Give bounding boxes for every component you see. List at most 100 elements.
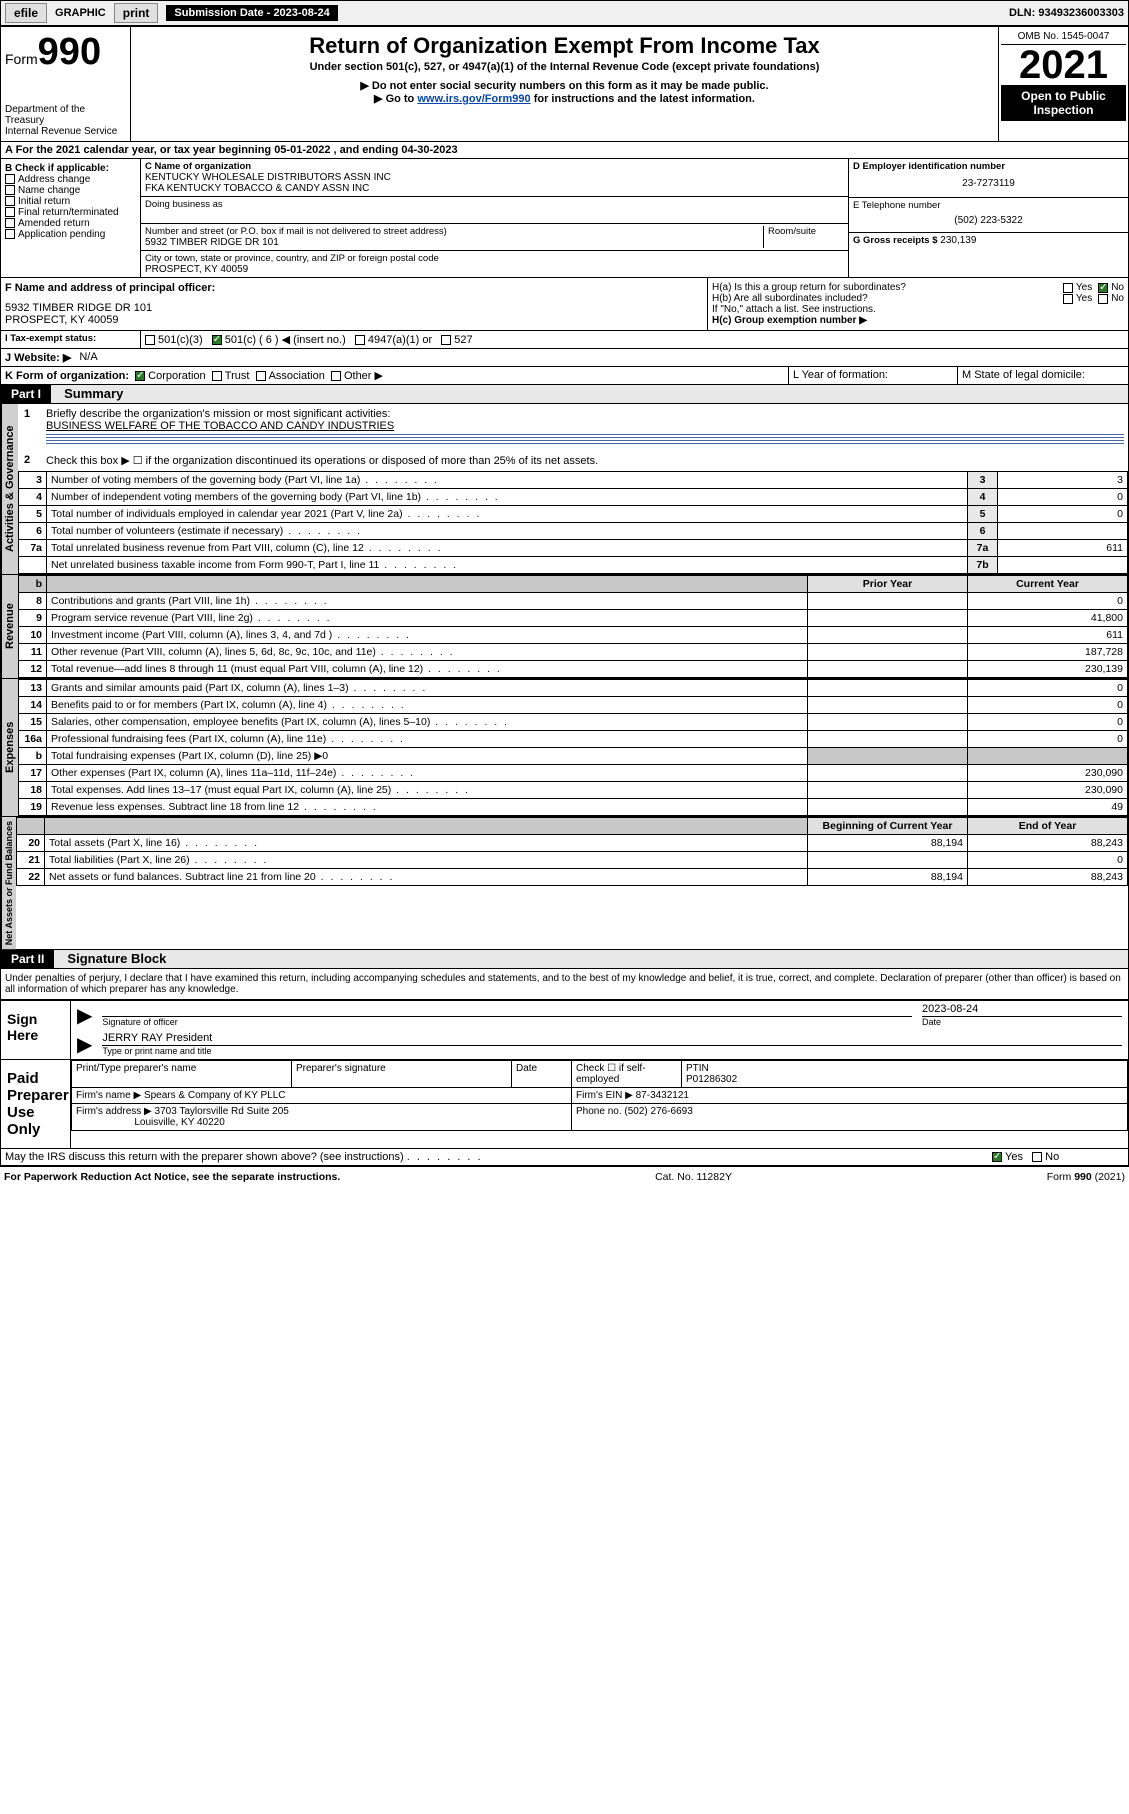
q2-text: Check this box ▶ ☐ if the organization d… (46, 455, 598, 467)
i-501c3[interactable]: 501(c)(3) (158, 334, 203, 346)
block-j-label: J Website: ▶ (1, 349, 75, 366)
block-k-label: K Form of organization: (5, 370, 129, 382)
dln-label: DLN: 93493236003303 (1009, 7, 1124, 19)
prep-phone-value: (502) 276-6693 (624, 1106, 692, 1117)
ha-no[interactable]: No (1111, 282, 1124, 293)
print-button[interactable]: print (114, 3, 159, 23)
k-trust[interactable]: Trust (225, 370, 250, 382)
q1-text: Briefly describe the organization's miss… (46, 408, 390, 420)
hb-yes[interactable]: Yes (1076, 293, 1092, 304)
ptin-label: PTIN (686, 1063, 709, 1074)
tax-year: 2021 (1001, 45, 1126, 85)
opt-name-change[interactable]: Name change (18, 185, 80, 196)
i-501c[interactable]: 501(c) ( 6 ) ◀ (insert no.) (225, 334, 346, 346)
block-m: M State of legal domicile: (958, 367, 1128, 384)
q1-answer: BUSINESS WELFARE OF THE TOBACCO AND CAND… (46, 420, 394, 432)
footer-left: For Paperwork Reduction Act Notice, see … (4, 1171, 340, 1183)
opt-amended[interactable]: Amended return (18, 218, 90, 229)
table-net-assets: Beginning of Current YearEnd of Year20To… (16, 817, 1128, 886)
hb-note: If "No," attach a list. See instructions… (712, 304, 1124, 315)
hb-no[interactable]: No (1111, 293, 1124, 304)
k-assoc[interactable]: Association (269, 370, 325, 382)
org-name-2: FKA KENTUCKY TOBACCO & CANDY ASSN INC (145, 183, 844, 194)
gross-value: 230,139 (940, 235, 976, 246)
part1-title: Summary (54, 386, 123, 401)
ha-label: H(a) Is this a group return for subordin… (712, 282, 1063, 293)
form-number: 990 (38, 31, 101, 73)
paid-preparer-label: Paid Preparer Use Only (1, 1060, 71, 1148)
room-label: Room/suite (768, 226, 844, 237)
phone-label: E Telephone number (853, 200, 1124, 211)
city-value: PROSPECT, KY 40059 (145, 264, 844, 275)
footer-mid: Cat. No. 11282Y (655, 1171, 732, 1183)
sign-here-label: Sign Here (1, 1001, 71, 1059)
opt-pending[interactable]: Application pending (18, 229, 105, 240)
opt-initial[interactable]: Initial return (18, 196, 70, 207)
org-info-block: B Check if applicable: Address change Na… (0, 159, 1129, 278)
sig-officer-label: Signature of officer (102, 1017, 912, 1027)
table-activities: 3Number of voting members of the governi… (18, 471, 1128, 574)
graphic-label: GRAPHIC (55, 7, 106, 19)
submission-date: Submission Date - 2023-08-24 (166, 5, 337, 21)
footer-right: Form 990 (2021) (1047, 1171, 1125, 1183)
name-label: C Name of organization (145, 161, 844, 172)
form-label: Form (5, 51, 38, 67)
sig-date-value: 2023-08-24 (922, 1003, 1122, 1017)
topbar: efile GRAPHIC print Submission Date - 20… (0, 0, 1129, 26)
prep-phone-label: Phone no. (576, 1106, 622, 1117)
footer: For Paperwork Reduction Act Notice, see … (0, 1166, 1129, 1187)
sig-date-label: Date (922, 1017, 1122, 1027)
prep-name-hdr: Print/Type preparer's name (72, 1061, 292, 1088)
line-a: A For the 2021 calendar year, or tax yea… (1, 142, 1128, 158)
i-4947[interactable]: 4947(a)(1) or (368, 334, 432, 346)
firm-addr-label: Firm's address ▶ (76, 1106, 152, 1117)
opt-address-change[interactable]: Address change (18, 174, 90, 185)
paid-preparer-block: Paid Preparer Use Only Print/Type prepar… (0, 1060, 1129, 1149)
may-irs-text: May the IRS discuss this return with the… (5, 1151, 404, 1163)
tab-activities: Activities & Governance (1, 404, 18, 574)
ein-label: D Employer identification number (853, 161, 1124, 172)
ha-yes[interactable]: Yes (1076, 282, 1092, 293)
dba-label: Doing business as (145, 199, 844, 210)
gross-label: G Gross receipts $ (853, 235, 937, 246)
website-value: N/A (75, 349, 101, 366)
street-value: 5932 TIMBER RIDGE DR 101 (145, 237, 763, 248)
prep-date-hdr: Date (512, 1061, 572, 1088)
open-public: Open to Public Inspection (1001, 85, 1126, 121)
discuss-no[interactable]: No (1045, 1151, 1059, 1163)
ptin-value: P01286302 (686, 1074, 737, 1085)
sign-here-block: Sign Here ▶ Signature of officer 2023-08… (0, 1000, 1129, 1060)
officer-addr1: 5932 TIMBER RIDGE DR 101 (5, 302, 703, 314)
phone-value: (502) 223-5322 (853, 211, 1124, 230)
irs-link[interactable]: www.irs.gov/Form990 (417, 93, 530, 105)
prep-check-hdr: Check ☐ if self-employed (572, 1061, 682, 1088)
efile-button[interactable]: efile (5, 3, 47, 23)
i-527[interactable]: 527 (454, 334, 472, 346)
table-revenue: bPrior YearCurrent Year8Contributions an… (18, 575, 1128, 678)
k-corp[interactable]: Corporation (148, 370, 205, 382)
form-subtitle: Under section 501(c), 527, or 4947(a)(1)… (139, 61, 990, 73)
table-expenses: 13Grants and similar amounts paid (Part … (18, 679, 1128, 816)
hc-label: H(c) Group exemption number ▶ (712, 315, 1124, 326)
dept-label: Department of the Treasury (5, 104, 126, 126)
firm-name-label: Firm's name ▶ (76, 1090, 141, 1101)
firm-name-value: Spears & Company of KY PLLC (144, 1090, 286, 1101)
declaration-text: Under penalties of perjury, I declare th… (0, 969, 1129, 1000)
officer-name-value: JERRY RAY President (102, 1032, 1122, 1046)
city-label: City or town, state or province, country… (145, 253, 844, 264)
note-link: ▶ Go to www.irs.gov/Form990 for instruct… (139, 92, 990, 105)
firm-ein-label: Firm's EIN ▶ (576, 1090, 633, 1101)
firm-ein-value: 87-3432121 (636, 1090, 689, 1101)
firm-addr-1: 3703 Taylorsville Rd Suite 205 (155, 1106, 289, 1117)
opt-final[interactable]: Final return/terminated (18, 207, 119, 218)
k-other[interactable]: Other ▶ (344, 370, 383, 382)
officer-name-label: Type or print name and title (102, 1046, 1122, 1056)
form-header: Form990 Department of the Treasury Inter… (0, 26, 1129, 142)
firm-addr-2: Louisville, KY 40220 (134, 1117, 224, 1128)
block-i-label: I Tax-exempt status: (5, 333, 136, 344)
officer-block: F Name and address of principal officer:… (0, 278, 1129, 331)
org-name-1: KENTUCKY WHOLESALE DISTRIBUTORS ASSN INC (145, 172, 844, 183)
street-label: Number and street (or P.O. box if mail i… (145, 226, 763, 237)
block-b-label: B Check if applicable: (5, 163, 136, 174)
discuss-yes[interactable]: Yes (1005, 1151, 1023, 1163)
